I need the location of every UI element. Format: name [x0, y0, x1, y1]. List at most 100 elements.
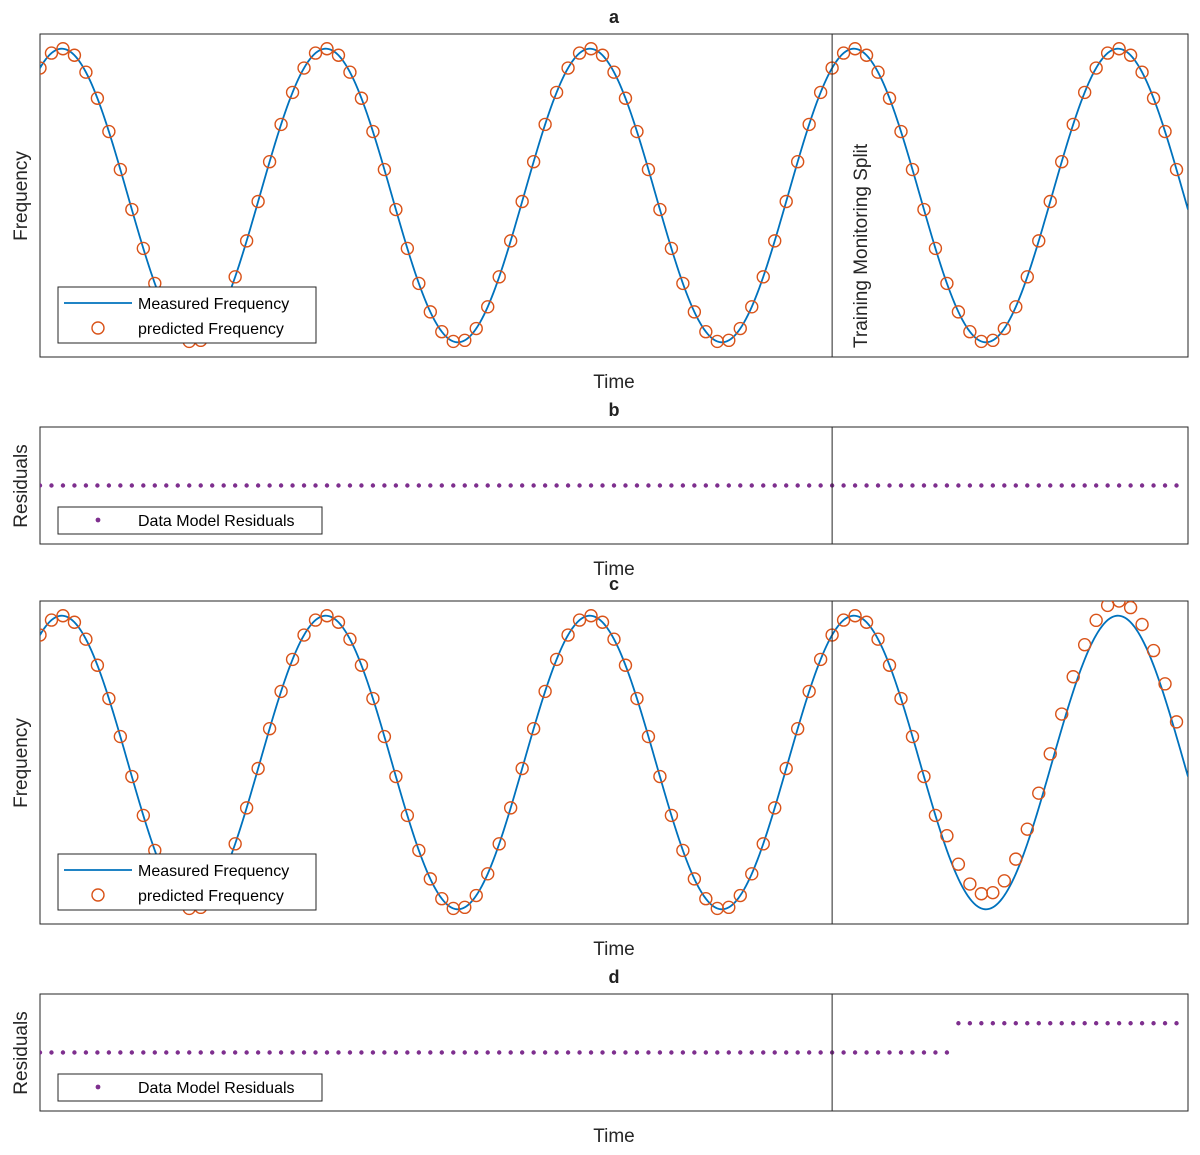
panel-d-residual-point: [1174, 1021, 1179, 1026]
panel-c-predicted-point: [538, 684, 552, 699]
panel-a-predicted-point: [274, 117, 288, 132]
panel-c-predicted-point: [1100, 601, 1115, 613]
panel-a-predicted-point: [469, 321, 483, 336]
panel-b-residual-point: [1128, 483, 1133, 488]
panel-d-residual-point: [141, 1050, 146, 1055]
panel-c-predicted-point: [607, 632, 621, 646]
panel-d-residual-point: [772, 1050, 777, 1055]
panel-a-predicted-point: [779, 194, 793, 209]
panel-d-residual-point: [451, 1050, 456, 1055]
panel-d-residual-point: [278, 1050, 284, 1055]
panel-d-marks: [40, 994, 1179, 1111]
panel-b-xlabel: Time: [593, 559, 635, 580]
panel-b-residual-point: [336, 483, 341, 488]
panel-c-predicted-point: [79, 632, 93, 646]
panel-a-predicted-point: [963, 325, 977, 339]
panel-b-residual-point: [290, 483, 295, 488]
panel-b-residual-point: [818, 483, 823, 488]
panel-a-predicted-point: [285, 85, 300, 100]
panel-b-legend-box: [57, 506, 323, 535]
panel-b-residual-point: [164, 483, 169, 488]
panel-a-predicted-point: [136, 241, 151, 256]
panel-a-predicted-point: [412, 276, 426, 291]
panel-a-legend-label-predicted: predicted Frequency: [138, 321, 284, 338]
panel-b-residual-point: [1093, 483, 1099, 488]
panel-a-predicted-point: [607, 65, 621, 79]
panel-a-predicted-point: [1089, 61, 1103, 75]
panel-c-predicted-point: [1089, 613, 1103, 628]
panel-d-ylabel: Residuals: [11, 1011, 32, 1094]
panel-b-residual-point: [715, 483, 720, 488]
panel-c-predicted-point: [561, 628, 575, 642]
panel-b-residual-point: [680, 483, 686, 488]
panel-b-residual-point: [393, 483, 399, 488]
panel-c-predicted-point: [320, 609, 334, 623]
panel-a-predicted-point: [320, 42, 334, 56]
panel-a-predicted-point: [894, 124, 908, 139]
panel-d-residual-point: [290, 1050, 295, 1055]
panel-d-residual-point: [474, 1050, 479, 1055]
panel-d-residual-point: [485, 1050, 490, 1055]
panel-d-residual-point: [60, 1050, 66, 1055]
panel-c-predicted-point: [986, 885, 1000, 900]
panel-c-predicted-point: [56, 609, 70, 623]
panel-c-predicted-point: [859, 615, 874, 629]
panel-c-predicted-point: [584, 609, 598, 623]
panel-b-residual-point: [1105, 483, 1110, 488]
panel-c-predicted-point: [1146, 643, 1161, 658]
panel-b-residual-point: [175, 483, 180, 488]
panel-a-predicted-point: [90, 91, 105, 105]
panel-c-predicted-point: [308, 613, 323, 627]
panel-a-predicted-point: [1146, 91, 1161, 105]
panel-c-predicted-point: [423, 872, 438, 886]
panel-c-predicted-point: [331, 615, 346, 629]
panel-c-predicted-point: [664, 808, 679, 823]
panel-d-residual-point: [646, 1050, 651, 1055]
panel-b-residual-point: [83, 483, 89, 488]
panel-b-residual-point: [1002, 483, 1007, 488]
panel-b-residual-point: [841, 483, 846, 488]
panel-a-predicted-point: [377, 162, 392, 177]
panel-d-residual-point: [439, 1050, 444, 1055]
panel-b-residual-point: [600, 483, 605, 488]
panel-a-predicted-point: [228, 270, 242, 284]
panel-c-predicted-point: [779, 761, 793, 776]
panel-c-predicted-point: [836, 613, 851, 627]
panel-b-residual-point: [416, 483, 422, 488]
panel-b-residual-point: [187, 483, 192, 488]
panel-c-predicted-point: [389, 769, 403, 784]
panel-d-residual-point: [232, 1050, 238, 1055]
panel-b-residual-point: [1151, 483, 1156, 488]
panel-d-legend-dot-swatch: [95, 1084, 101, 1090]
panel-c-legend-label-predicted: predicted Frequency: [138, 888, 284, 905]
panel-d-residual-point: [749, 1050, 754, 1055]
panel-d-residual-point: [301, 1050, 307, 1055]
panel-a-predicted-point: [836, 46, 851, 60]
panel-b-residual-point: [933, 483, 938, 488]
panel-b-residual-point: [646, 483, 651, 488]
panel-d-residual-point: [657, 1050, 663, 1055]
panel-a-predicted-point: [44, 46, 59, 60]
panel-a-predicted-point: [813, 85, 828, 100]
panel-c-legend: Measured Frequency predicted Frequency: [57, 853, 317, 911]
panel-a-predicted-point: [1169, 162, 1184, 177]
panel-b-residual-point: [554, 483, 559, 488]
panel-c-predicted-point: [228, 837, 242, 851]
panel-c-predicted-point: [67, 615, 82, 629]
panel-b-residual-point: [1048, 483, 1053, 488]
panel-b-residual-point: [244, 483, 249, 488]
panel-c-xlabel: Time: [593, 939, 635, 960]
panel-a-predicted-point: [297, 61, 311, 75]
panel-d: d Residuals Time Data Model Residuals: [11, 967, 1189, 1147]
panel-c-predicted-point: [285, 652, 300, 667]
panel-d-residual-point: [577, 1050, 582, 1055]
panel-c-predicted-point: [274, 684, 288, 699]
panel-a-predicted-point: [756, 270, 770, 284]
panel-d-residual-point: [761, 1050, 766, 1055]
panel-b-residual-point: [542, 483, 548, 488]
panel-b-residual-point: [232, 483, 238, 488]
panel-d-residual-point: [267, 1050, 272, 1055]
panel-b-residual-point: [519, 483, 525, 488]
panel-a-predicted-point: [664, 241, 679, 256]
panel-d-residual-point: [795, 1050, 800, 1055]
